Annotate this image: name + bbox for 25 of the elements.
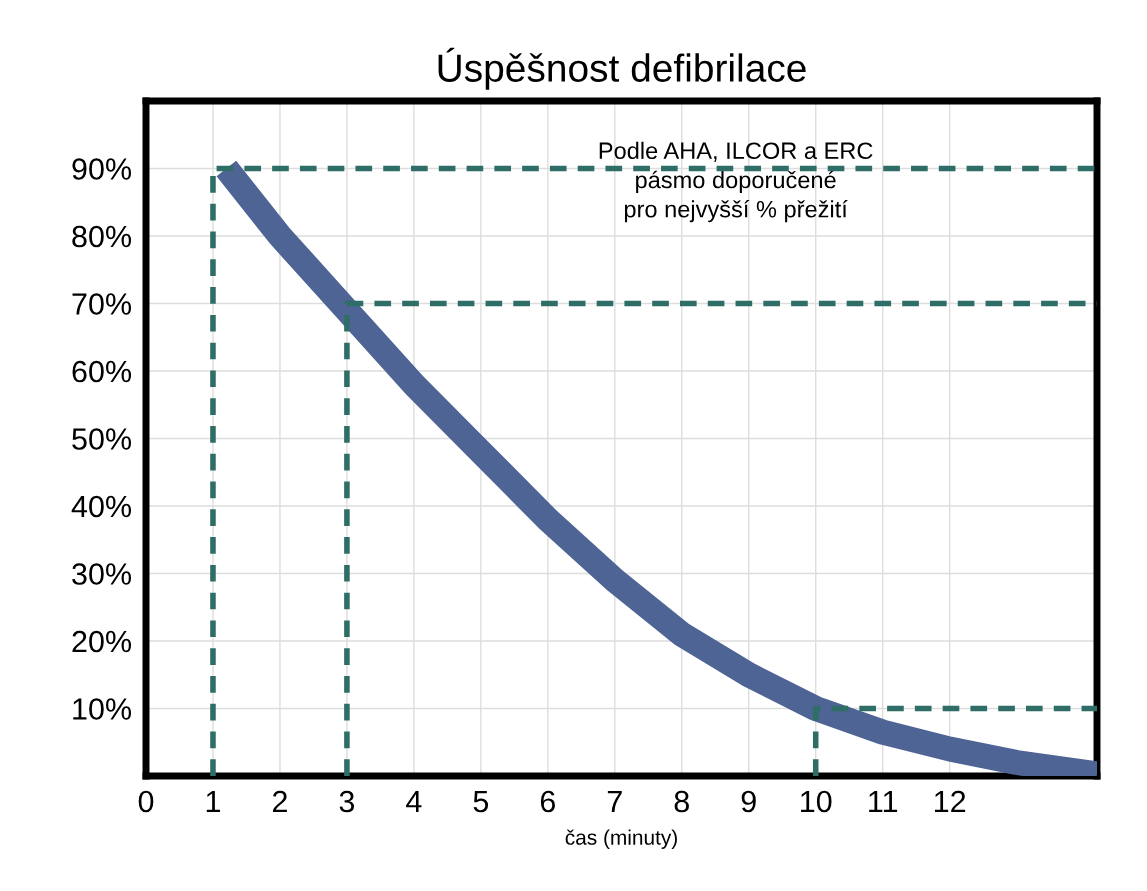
x-tick-label: 2 (272, 790, 287, 813)
x-tick-label: 0 (138, 790, 154, 813)
x-tick-label: 11 (869, 791, 898, 813)
y-tick-label: 10% (73, 698, 132, 720)
y-tick-label: 90% (72, 158, 132, 180)
x-tick-label: 3 (339, 790, 355, 813)
y-tick-label: 30% (72, 563, 132, 585)
x-tick-label: 1 (206, 791, 220, 813)
y-tick-label: 20% (72, 630, 132, 653)
y-tick-label: 80% (72, 225, 132, 248)
annotation: Podle AHA, ILCOR a ERC pásmo doporučené pro nejvyšší % přežití (599, 141, 873, 223)
x-tick-label: 5 (473, 791, 489, 813)
x-tick-label: 7 (607, 791, 622, 813)
y-tick-label: 60% (72, 360, 132, 383)
y-tick-label: 50% (72, 428, 132, 450)
chart-title: Úspěšnost defibrilace (438, 47, 806, 90)
x-tick-label: 6 (540, 790, 555, 813)
x-axis-title: čas (minuty) (565, 829, 677, 849)
y-tick-label: 70% (72, 293, 132, 315)
x-tick-label: 10 (801, 790, 832, 813)
y-tick-label: 40% (71, 495, 132, 518)
x-tick-label: 4 (406, 791, 422, 813)
x-tick-label: 9 (741, 790, 756, 813)
x-tick-label: 12 (935, 790, 966, 813)
x-tick-label: 8 (674, 790, 689, 813)
